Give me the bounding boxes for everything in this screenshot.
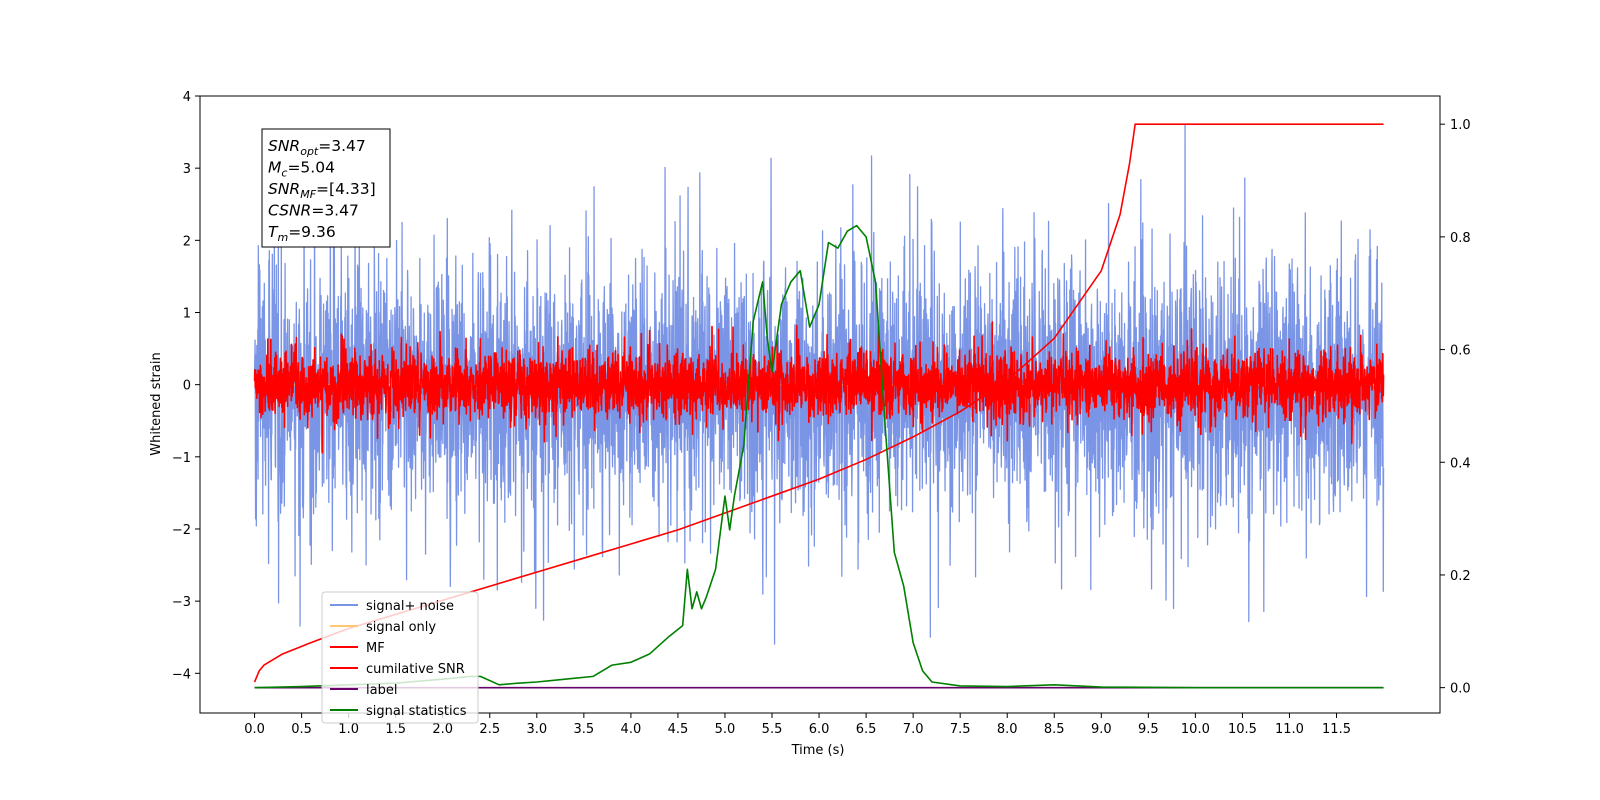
x-tick-label: 9.0	[1091, 722, 1112, 737]
x-tick-label: 2.5	[479, 722, 500, 737]
y-axis-ticks: −4 −3 −2 −1 0 1 2 3 4	[172, 90, 200, 682]
legend-label: cumilative SNR	[366, 662, 465, 677]
x-tick-label: 1.5	[385, 722, 406, 737]
legend-label: label	[366, 683, 397, 698]
y-axis-label: Whitened strain	[149, 352, 164, 455]
legend-label: signal+ noise	[366, 599, 454, 614]
y-tick-label: −1	[172, 451, 191, 466]
x-tick-label: 5.5	[762, 722, 783, 737]
x-tick-label: 0.5	[291, 722, 312, 737]
x-tick-label: 11.0	[1275, 722, 1304, 737]
x-tick-label: 11.5	[1322, 722, 1351, 737]
y2-axis-ticks: 0.0 0.2 0.4 0.6 0.8 1.0	[1440, 118, 1471, 697]
y2-tick-label: 0.8	[1450, 231, 1471, 246]
y-tick-label: 2	[183, 234, 191, 249]
x-tick-label: 2.0	[432, 722, 453, 737]
annotation-line: Mc=5.04	[268, 159, 335, 180]
y-tick-label: 4	[183, 90, 191, 105]
y-tick-label: −3	[172, 595, 191, 610]
annotation-line: CSNR=3.47	[268, 202, 359, 220]
x-tick-label: 0.0	[244, 722, 265, 737]
x-tick-label: 6.5	[856, 722, 877, 737]
x-tick-label: 3.0	[526, 722, 547, 737]
x-tick-label: 3.5	[574, 722, 595, 737]
y2-tick-label: 0.4	[1450, 456, 1471, 471]
y-tick-label: −2	[172, 523, 191, 538]
y-tick-label: −4	[172, 667, 191, 682]
y2-tick-label: 1.0	[1450, 118, 1471, 133]
y2-tick-label: 0.6	[1450, 344, 1471, 359]
x-tick-label: 7.0	[903, 722, 924, 737]
annotation-line: SNRopt=3.47	[268, 137, 366, 158]
x-tick-label: 6.0	[809, 722, 830, 737]
x-axis-label: Time (s)	[791, 743, 845, 758]
annotation-line: SNRMF=[4.33]	[268, 180, 376, 201]
legend: signal+ noise signal only MF cumilative SNR…	[321, 591, 479, 724]
y2-tick-label: 0.0	[1450, 682, 1471, 697]
x-tick-label: 4.5	[668, 722, 689, 737]
series-line-signal-statistics	[254, 224, 1384, 689]
x-tick-label: 5.0	[715, 722, 736, 737]
x-tick-label: 7.5	[950, 722, 971, 737]
y-tick-label: 3	[183, 162, 191, 177]
x-tick-label: 1.0	[338, 722, 359, 737]
legend-label: signal only	[366, 620, 436, 635]
x-tick-label: 9.5	[1138, 722, 1159, 737]
plot-frame	[199, 95, 1441, 714]
series-line-mf	[253, 321, 1385, 454]
y-tick-label: 0	[183, 379, 191, 394]
x-axis-ticks: 0.0 0.5 1.0 1.5 2.0 2.5 3.0 3.5 4.0 4.5 5.0 5.5 6.0 6…	[244, 713, 1351, 737]
x-tick-label: 8.5	[1044, 722, 1065, 737]
x-tick-label: 4.0	[621, 722, 642, 737]
x-tick-label: 10.0	[1181, 722, 1210, 737]
annotation-frame	[261, 128, 391, 248]
legend-frame	[321, 591, 479, 724]
x-tick-label: 8.0	[997, 722, 1018, 737]
legend-label: MF	[366, 641, 385, 656]
legend-label: signal statistics	[366, 704, 467, 719]
y2-tick-label: 0.2	[1450, 569, 1471, 584]
x-tick-label: 10.5	[1228, 722, 1257, 737]
annotation-line: Tm=9.36	[268, 223, 336, 244]
y-tick-label: 1	[183, 306, 191, 321]
